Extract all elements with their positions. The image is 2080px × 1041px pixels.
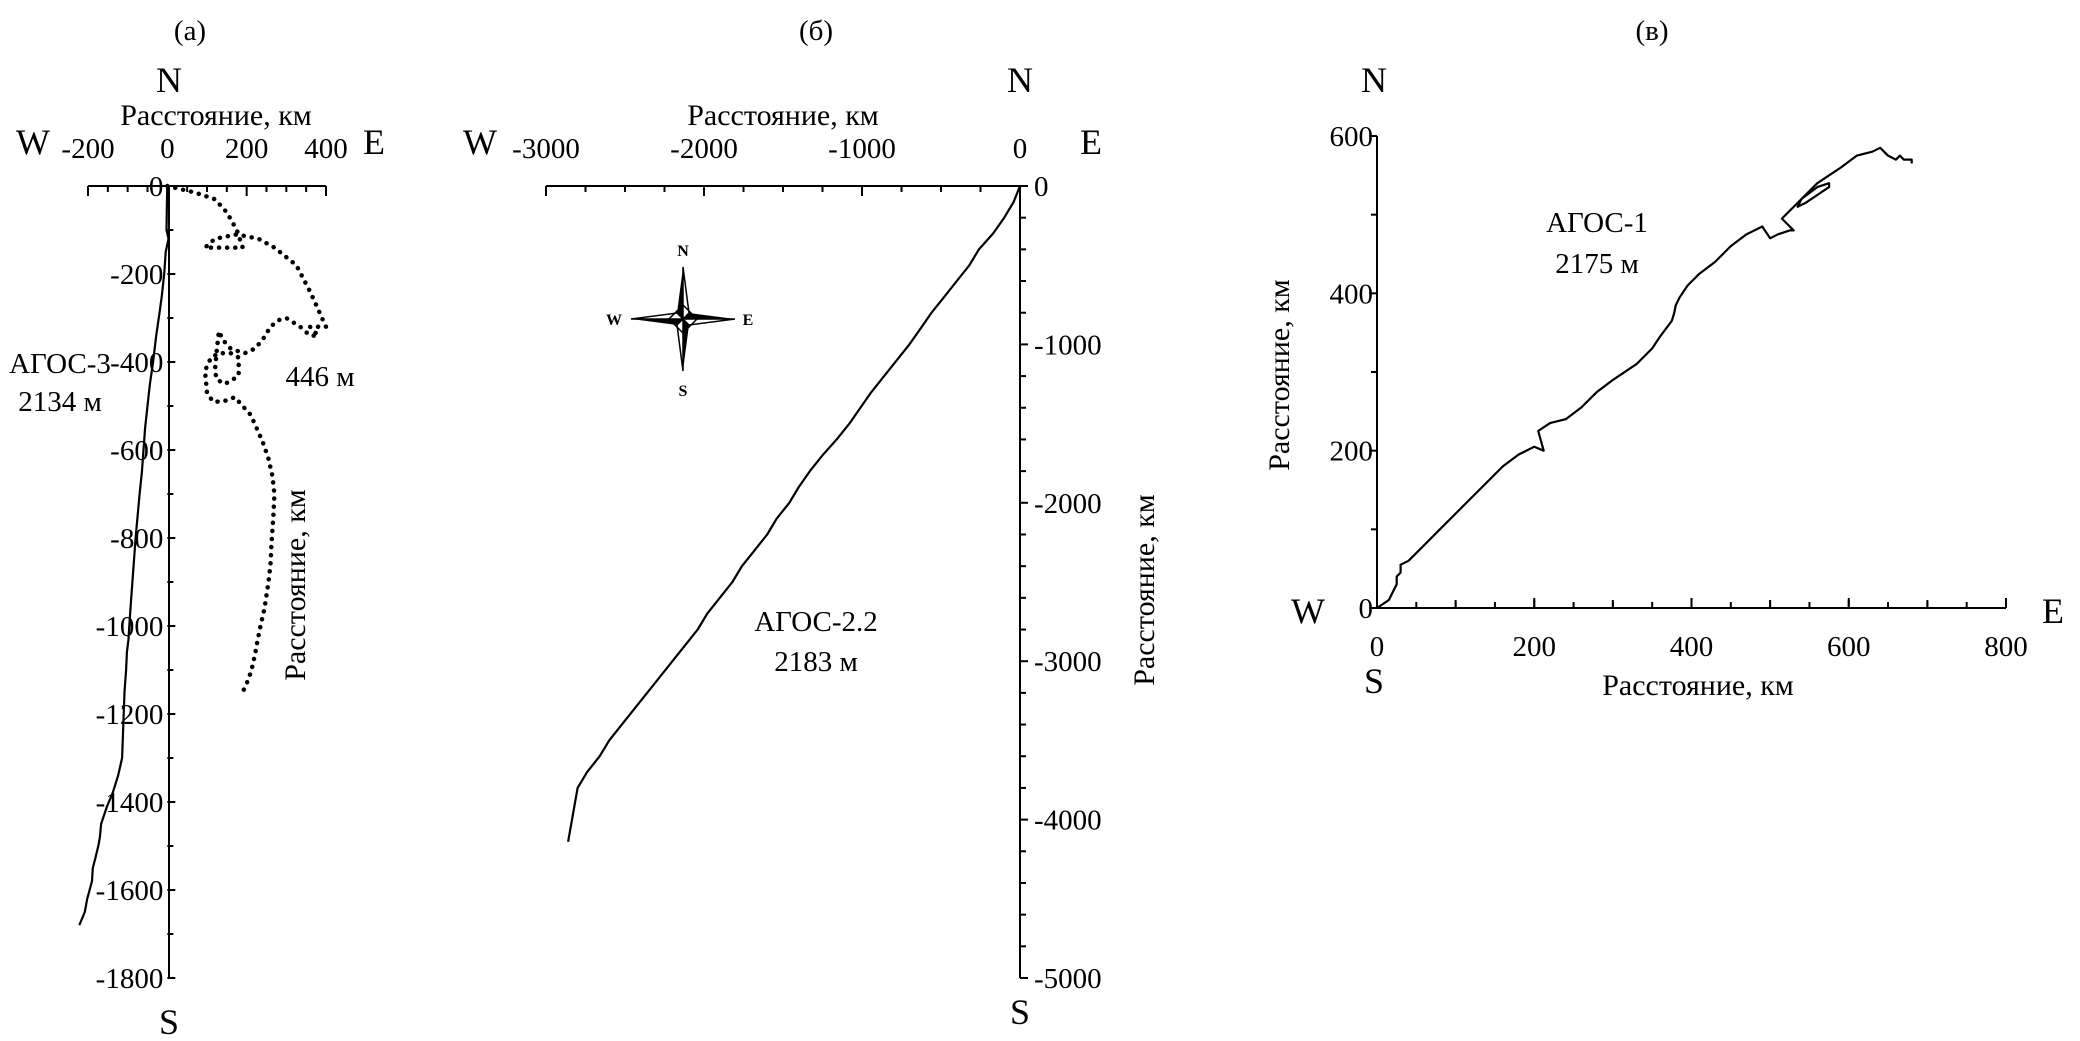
panel-b-y-tick-label: -2000 — [1034, 488, 1102, 520]
panel-c-x-tick-label: 800 — [1984, 631, 2028, 663]
panel-b-x-tick-label: -3000 — [512, 133, 580, 165]
panel-a-y-tick-label: -1600 — [96, 875, 164, 907]
panel-c-y-tick-label: 0 — [1359, 593, 1374, 625]
panel-c-x-tick-label: 200 — [1513, 631, 1557, 663]
compass-rose-e: E — [743, 312, 754, 329]
panel-c-x-axis: 0 200 400 600 800 — [1370, 598, 2028, 663]
panel-c-y-tick-label: 400 — [1330, 278, 1374, 310]
panel-c-series-line-0 — [1376, 146, 1913, 609]
panel-a-north-label: N — [156, 60, 182, 100]
compass-rose-w: W — [606, 312, 622, 329]
panel-a: (а) N W E S Расстояние, км Расстояние, к… — [9, 15, 385, 1041]
panel-a-series-line-1 — [165, 183, 329, 699]
panel-c-west-label: W — [1291, 591, 1325, 631]
panel-a-x-axis-title: Расстояние, км — [120, 99, 312, 132]
panel-c-x-tick-label: 400 — [1670, 631, 1714, 663]
panel-b: (б) N W E S Расстояние, км Расстояние, к… — [463, 15, 1161, 1032]
panel-b-north-label: N — [1007, 60, 1033, 100]
depth-label-dotted-track: 446 м — [285, 361, 354, 393]
panel-b-series-line-0 — [567, 185, 1022, 842]
panel-b-x-tick-label: 0 — [1013, 133, 1028, 165]
panel-b-label: (б) — [799, 15, 833, 47]
panel-a-y-tick-label: -1800 — [96, 963, 164, 995]
panel-a-x-tick-label: 200 — [225, 133, 269, 165]
panel-b-y-axis-title: Расстояние, км — [1128, 494, 1161, 686]
panel-a-east-label: E — [363, 122, 385, 162]
panel-a-y-tick-label: -600 — [110, 435, 163, 467]
panel-a-x-tick-label: 400 — [304, 133, 348, 165]
panel-b-x-tick-label: -1000 — [828, 133, 896, 165]
depth-label-agos-1: 2175 м — [1555, 248, 1639, 280]
panel-c-north-label: N — [1361, 60, 1387, 100]
panel-a-x-axis: -200 0 200 400 — [61, 133, 348, 196]
panel-b-y-axis: 0 -1000 -2000 -3000 -4000 -5000 — [1019, 171, 1102, 995]
panel-b-y-tick-label: -3000 — [1034, 646, 1102, 678]
panel-a-x-tick-label: -200 — [61, 133, 114, 165]
panel-a-south-label: S — [159, 1002, 179, 1041]
compass-rose-n: N — [677, 243, 689, 260]
depth-label-agos-3: 2134 м — [18, 386, 102, 418]
panel-b-y-tick-label: -5000 — [1034, 963, 1102, 995]
panel-b-x-axis-title: Расстояние, км — [687, 99, 879, 132]
compass-rose-s: S — [679, 383, 688, 400]
panel-c: (в) N W E S Расстояние, км Расстояние, к… — [1263, 15, 2064, 702]
panel-b-west-label: W — [463, 122, 497, 162]
panel-a-west-label: W — [16, 122, 50, 162]
panel-a-y-axis-title: Расстояние, км — [279, 489, 312, 681]
panel-a-series-line-0 — [78, 185, 170, 926]
series-label-agos-1: АГОС-1 — [1546, 207, 1648, 239]
panel-c-x-tick-label: 600 — [1827, 631, 1871, 663]
panel-a-y-tick-label: -1200 — [96, 699, 164, 731]
panel-c-x-tick-label: 0 — [1370, 631, 1385, 663]
panel-b-x-tick-label: -2000 — [670, 133, 738, 165]
compass-rose-icon: N S W E — [606, 243, 753, 400]
series-label-agos-2-2: АГОС-2.2 — [754, 606, 878, 638]
panel-b-south-label: S — [1010, 992, 1030, 1032]
panel-c-x-axis-title: Расстояние, км — [1602, 669, 1794, 702]
panel-c-y-tick-label: 600 — [1330, 121, 1374, 153]
panel-a-y-tick-label: 0 — [149, 171, 164, 203]
panel-b-x-axis: -3000 -2000 -1000 0 — [512, 133, 1027, 196]
panel-c-y-tick-label: 200 — [1330, 436, 1374, 468]
panel-b-east-label: E — [1080, 122, 1102, 162]
panel-c-y-axis: 0 200 400 600 — [1330, 121, 1378, 625]
series-label-agos-3: АГОС-3 — [9, 348, 111, 380]
panel-a-y-tick-label: -1400 — [96, 787, 164, 819]
panel-b-y-tick-label: -4000 — [1034, 805, 1102, 837]
panel-a-x-tick-label: 0 — [160, 133, 175, 165]
panel-c-label: (в) — [1635, 15, 1668, 47]
panel-b-y-tick-label: 0 — [1034, 171, 1049, 203]
panel-c-y-axis-title: Расстояние, км — [1263, 279, 1296, 471]
depth-label-agos-2-2: 2183 м — [774, 646, 858, 678]
panel-a-y-axis: 0-200-400-600-800-1000-1200-1400-1600-18… — [96, 171, 176, 995]
panel-c-south-label: S — [1364, 661, 1384, 701]
panel-a-y-tick-label: -200 — [110, 259, 163, 291]
panel-a-label: (а) — [174, 15, 206, 47]
panel-c-east-label: E — [2042, 591, 2064, 631]
panel-b-y-tick-label: -1000 — [1034, 329, 1102, 361]
